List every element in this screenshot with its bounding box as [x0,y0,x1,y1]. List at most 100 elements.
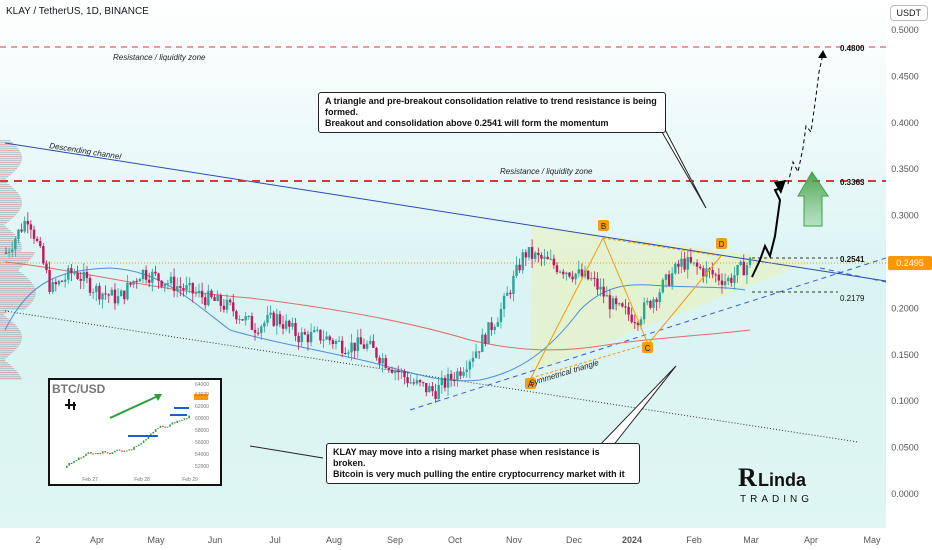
volume-profile-bar [0,154,22,156]
candle-body [425,383,428,393]
candle-body [543,256,546,259]
volume-profile-bar [0,294,36,296]
candle-body [571,276,574,280]
candle-body [303,332,307,335]
volume-profile-bar [0,182,8,184]
tradingview-icon [65,399,76,410]
candle-body [658,292,661,303]
candle-body [182,288,185,291]
pattern-zigzag [530,236,722,379]
btc-inset-candle [186,418,188,420]
candle-body [565,272,568,275]
y-tick-label: 0.4000 [891,118,919,128]
candle-body [646,300,649,303]
currency-button[interactable]: USDT [889,5,928,21]
volume-profile-bar [0,300,34,302]
candle-body [356,337,359,352]
candle-body [471,357,475,362]
candle-body [611,298,615,310]
volume-profile-bar [0,176,9,178]
candle-body [546,256,549,260]
volume-profile-bar [0,198,22,200]
candle-body [147,279,151,283]
volume-profile-bar [0,358,6,360]
btc-inset-trend-arrow [109,395,159,419]
x-tick-label: Jun [208,535,223,545]
candle-body [20,229,23,232]
candle-body [590,277,593,280]
candle-body [608,295,612,310]
btc-inset-candle [123,450,126,452]
btc-inset-candle [171,422,174,425]
candle-body [384,358,387,369]
candle-body [502,295,506,310]
candle-body [453,379,456,382]
candle-body [705,268,708,277]
candle-body [534,252,537,259]
candle-body [481,334,484,352]
volume-profile-bar [0,272,22,274]
candle-body [169,276,173,284]
volume-profile-bar [0,288,36,290]
candle-body [266,314,269,323]
candle-body [132,280,135,285]
candle-body [639,319,643,326]
triangle-top-extension [819,267,887,283]
volume-profile-bar [0,364,11,366]
volume-profile-bar [0,296,36,298]
volume-profile-bar [0,310,10,312]
btc-inset-candle [145,439,147,441]
candle-body [79,278,82,281]
volume-profile-bar [0,242,21,244]
x-axis-ticks: 2 Apr May Jun Jul Aug Sep Oct Nov Dec 2024 Feb Mar Ap… [35,535,881,545]
candle-body [253,329,257,333]
candle-body [67,268,70,280]
linda-trading-logo: R Linda TRADING [738,463,822,508]
candle-body [166,283,170,285]
candle-body [197,290,201,293]
volume-profile-bar [0,318,9,320]
candle-body [219,295,222,306]
btc-inset-x-tick: Feb 27 [82,477,98,483]
candle-body [26,220,29,225]
volume-profile-bar [0,290,36,292]
candle-body [593,277,596,279]
btc-inset-title: BTC/USD [52,382,106,396]
logo-line2: TRADING [740,494,813,505]
volume-profile-bar [0,346,19,348]
volume-profile-bar [0,336,22,338]
candle-body [51,282,54,292]
callout-top-pointer [654,119,707,209]
volume-profile-bar [0,188,15,190]
volume-profile-bar [0,370,17,372]
candle-body [98,285,101,300]
candle-body [418,380,422,383]
volume-profile-bar [0,306,28,308]
volume-profile-bar [0,170,16,172]
candle-body [537,252,540,255]
candle-body [269,312,272,315]
projection-path [751,187,783,278]
candle-body [714,274,717,276]
candle-body [85,271,89,279]
rising-support-line [409,257,887,411]
volume-profile-bar [0,234,16,236]
candle-body [256,332,260,334]
candle-body [652,299,655,308]
volume-profile-bar [0,228,9,230]
candle-body [347,352,350,354]
btc-inset-trend-arrowhead [154,394,162,401]
candle-body [17,229,20,239]
volume-profile-bar [0,202,22,204]
volume-profile-bar [0,274,24,276]
candle-body [91,292,95,294]
moving-average-fast [4,267,746,382]
candle-body [116,296,120,304]
btc-inset-candle [109,452,111,455]
btc-inset-x-ticks: Feb 27 Feb 28 Feb 29 [82,477,198,483]
candle-body [238,319,241,321]
volume-profile-bar [0,222,8,224]
volume-profile-bar [0,226,7,228]
btc-inset-candle [80,457,82,459]
candle-body [306,334,310,343]
